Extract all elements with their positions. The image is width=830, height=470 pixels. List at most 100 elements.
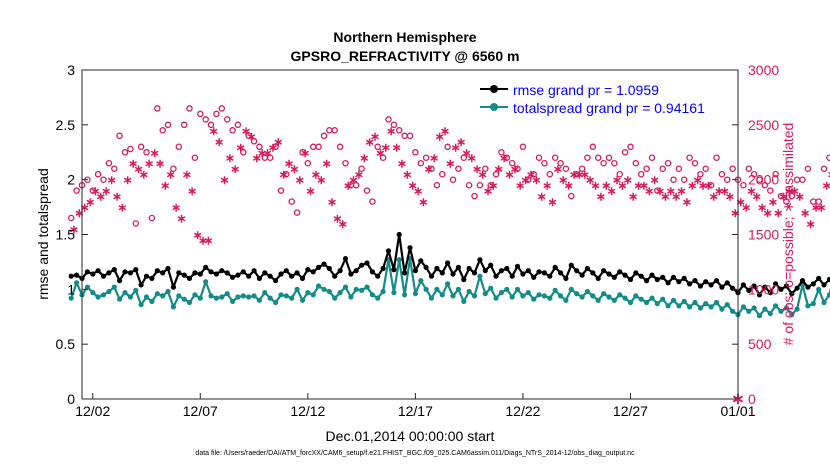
obs-possible-point — [121, 149, 129, 156]
spread-point — [740, 304, 747, 310]
rmse-point — [821, 282, 827, 288]
spread-point — [816, 286, 822, 292]
obs-assimilated-point: ∗ — [510, 162, 520, 176]
obs-possible-point — [229, 127, 236, 134]
obs-assimilated-point: ∗ — [279, 168, 289, 182]
obs-assimilated-point: ∗ — [601, 179, 611, 193]
obs-possible-point — [648, 154, 656, 161]
obs-assimilated-point: ∗ — [123, 173, 133, 187]
rmse-point — [326, 265, 332, 272]
rmse-point — [622, 272, 628, 278]
spread-point — [423, 286, 429, 292]
obs-assimilated-point: ∗ — [682, 195, 692, 209]
obs-assimilated-point: ∗ — [69, 223, 79, 237]
rmse-point — [106, 270, 112, 276]
rmse-point — [219, 268, 225, 274]
obs-assimilated-point: ∗ — [101, 184, 111, 198]
obs-assimilated-point: ∗ — [763, 206, 773, 220]
spread-point — [627, 299, 634, 306]
obs-assimilated-point: ∗ — [246, 129, 256, 143]
rmse-point — [504, 265, 510, 272]
obs-assimilated-point: ∗ — [354, 168, 364, 182]
obs-assimilated-point: ∗ — [709, 190, 719, 204]
axes-layer: 0 0.5 1 1.5 2 2.5 3 0 500 1000 1500 2000 2500 3000 ∗ 12… — [56, 62, 780, 419]
obs-possible-point — [670, 176, 677, 183]
chart-subtitle: GPSRO_REFRACTIVITY @ 6560 m — [291, 48, 520, 64]
obs-assimilated-point: ∗ — [322, 157, 332, 171]
spread-point — [181, 296, 187, 302]
obs-assimilated-point: ∗ — [107, 173, 117, 187]
obs-possible-point — [315, 143, 322, 151]
obs-possible-point — [444, 143, 451, 151]
obs-possible-point — [159, 127, 166, 134]
rmse-point — [740, 282, 747, 288]
x-axis-label: Dec.01,2014 00:00:00 start — [326, 428, 495, 444]
obs-assimilated-point: ∗ — [768, 195, 778, 209]
spread-point — [644, 299, 650, 306]
spread-point — [751, 305, 757, 311]
y-right-tick-label: 2000 — [748, 172, 779, 188]
obs-possible-point — [643, 165, 650, 172]
obs-possible-point — [352, 181, 360, 189]
spread-point — [681, 298, 687, 304]
y-right-tick-label: 3000 — [748, 62, 779, 78]
rmse-point — [235, 272, 241, 278]
obs-possible-point — [191, 154, 199, 161]
spread-point — [461, 298, 467, 304]
rmse-point — [143, 273, 150, 279]
rmse-point — [466, 265, 472, 272]
obs-possible-point — [729, 165, 736, 172]
obs-assimilated-point: ∗ — [483, 184, 493, 198]
obs-assimilated-point: ∗ — [96, 190, 106, 204]
obs-possible-point — [288, 198, 295, 205]
legend: rmse grand pr = 1.0959 totalspread grand… — [474, 76, 736, 116]
obs-possible-point — [293, 209, 301, 216]
obs-assimilated-point: ∗ — [698, 179, 708, 193]
obs-possible-point — [659, 165, 666, 172]
obs-possible-point — [428, 165, 435, 172]
obs-possible-point — [412, 149, 419, 156]
spread-point — [455, 286, 461, 292]
obs-possible-point — [777, 192, 785, 200]
spread-point — [391, 290, 397, 296]
spread-point — [326, 288, 332, 295]
spread-point — [316, 283, 322, 289]
rmse-point — [74, 272, 80, 278]
spread-point — [821, 299, 827, 306]
spread-point — [380, 288, 386, 295]
y-tick-label: 2.5 — [56, 117, 76, 133]
obs-assimilated-point: ∗ — [806, 217, 816, 231]
x-tick-label: 12/22 — [505, 403, 540, 419]
rmse-point — [332, 273, 338, 279]
obs-assimilated-point: ∗ — [816, 201, 826, 215]
rmse-point — [498, 268, 504, 274]
obs-assimilated-point: ∗ — [676, 184, 686, 198]
obs-assimilated-point: ∗ — [203, 234, 213, 248]
obs-assimilated-point: ∗ — [784, 184, 794, 198]
obs-possible-point — [584, 154, 591, 161]
obs-possible-point — [358, 165, 365, 172]
spread-point — [649, 295, 655, 301]
spread-point — [176, 293, 182, 299]
rmse-point — [353, 268, 359, 274]
obs-assimilated-point: ∗ — [703, 179, 713, 193]
obs-possible-point — [154, 105, 161, 112]
obs-possible-point — [213, 110, 220, 118]
rmse-point — [644, 278, 650, 284]
spread-point — [68, 295, 74, 301]
series-lines-layer — [68, 231, 830, 319]
spread-point — [493, 295, 499, 301]
x-tick-label: 12/12 — [290, 403, 325, 419]
obs-possible-point — [519, 143, 527, 151]
obs-possible-point — [164, 121, 172, 129]
rmse-point — [773, 281, 779, 287]
obs-possible-point — [439, 170, 446, 178]
spread-point — [353, 286, 359, 292]
obs-assimilated-point: ∗ — [687, 179, 697, 193]
spread-point — [375, 295, 381, 301]
spread-point — [660, 296, 666, 302]
spread-point — [724, 302, 730, 308]
rmse-point — [676, 279, 682, 285]
spread-point — [471, 293, 478, 299]
